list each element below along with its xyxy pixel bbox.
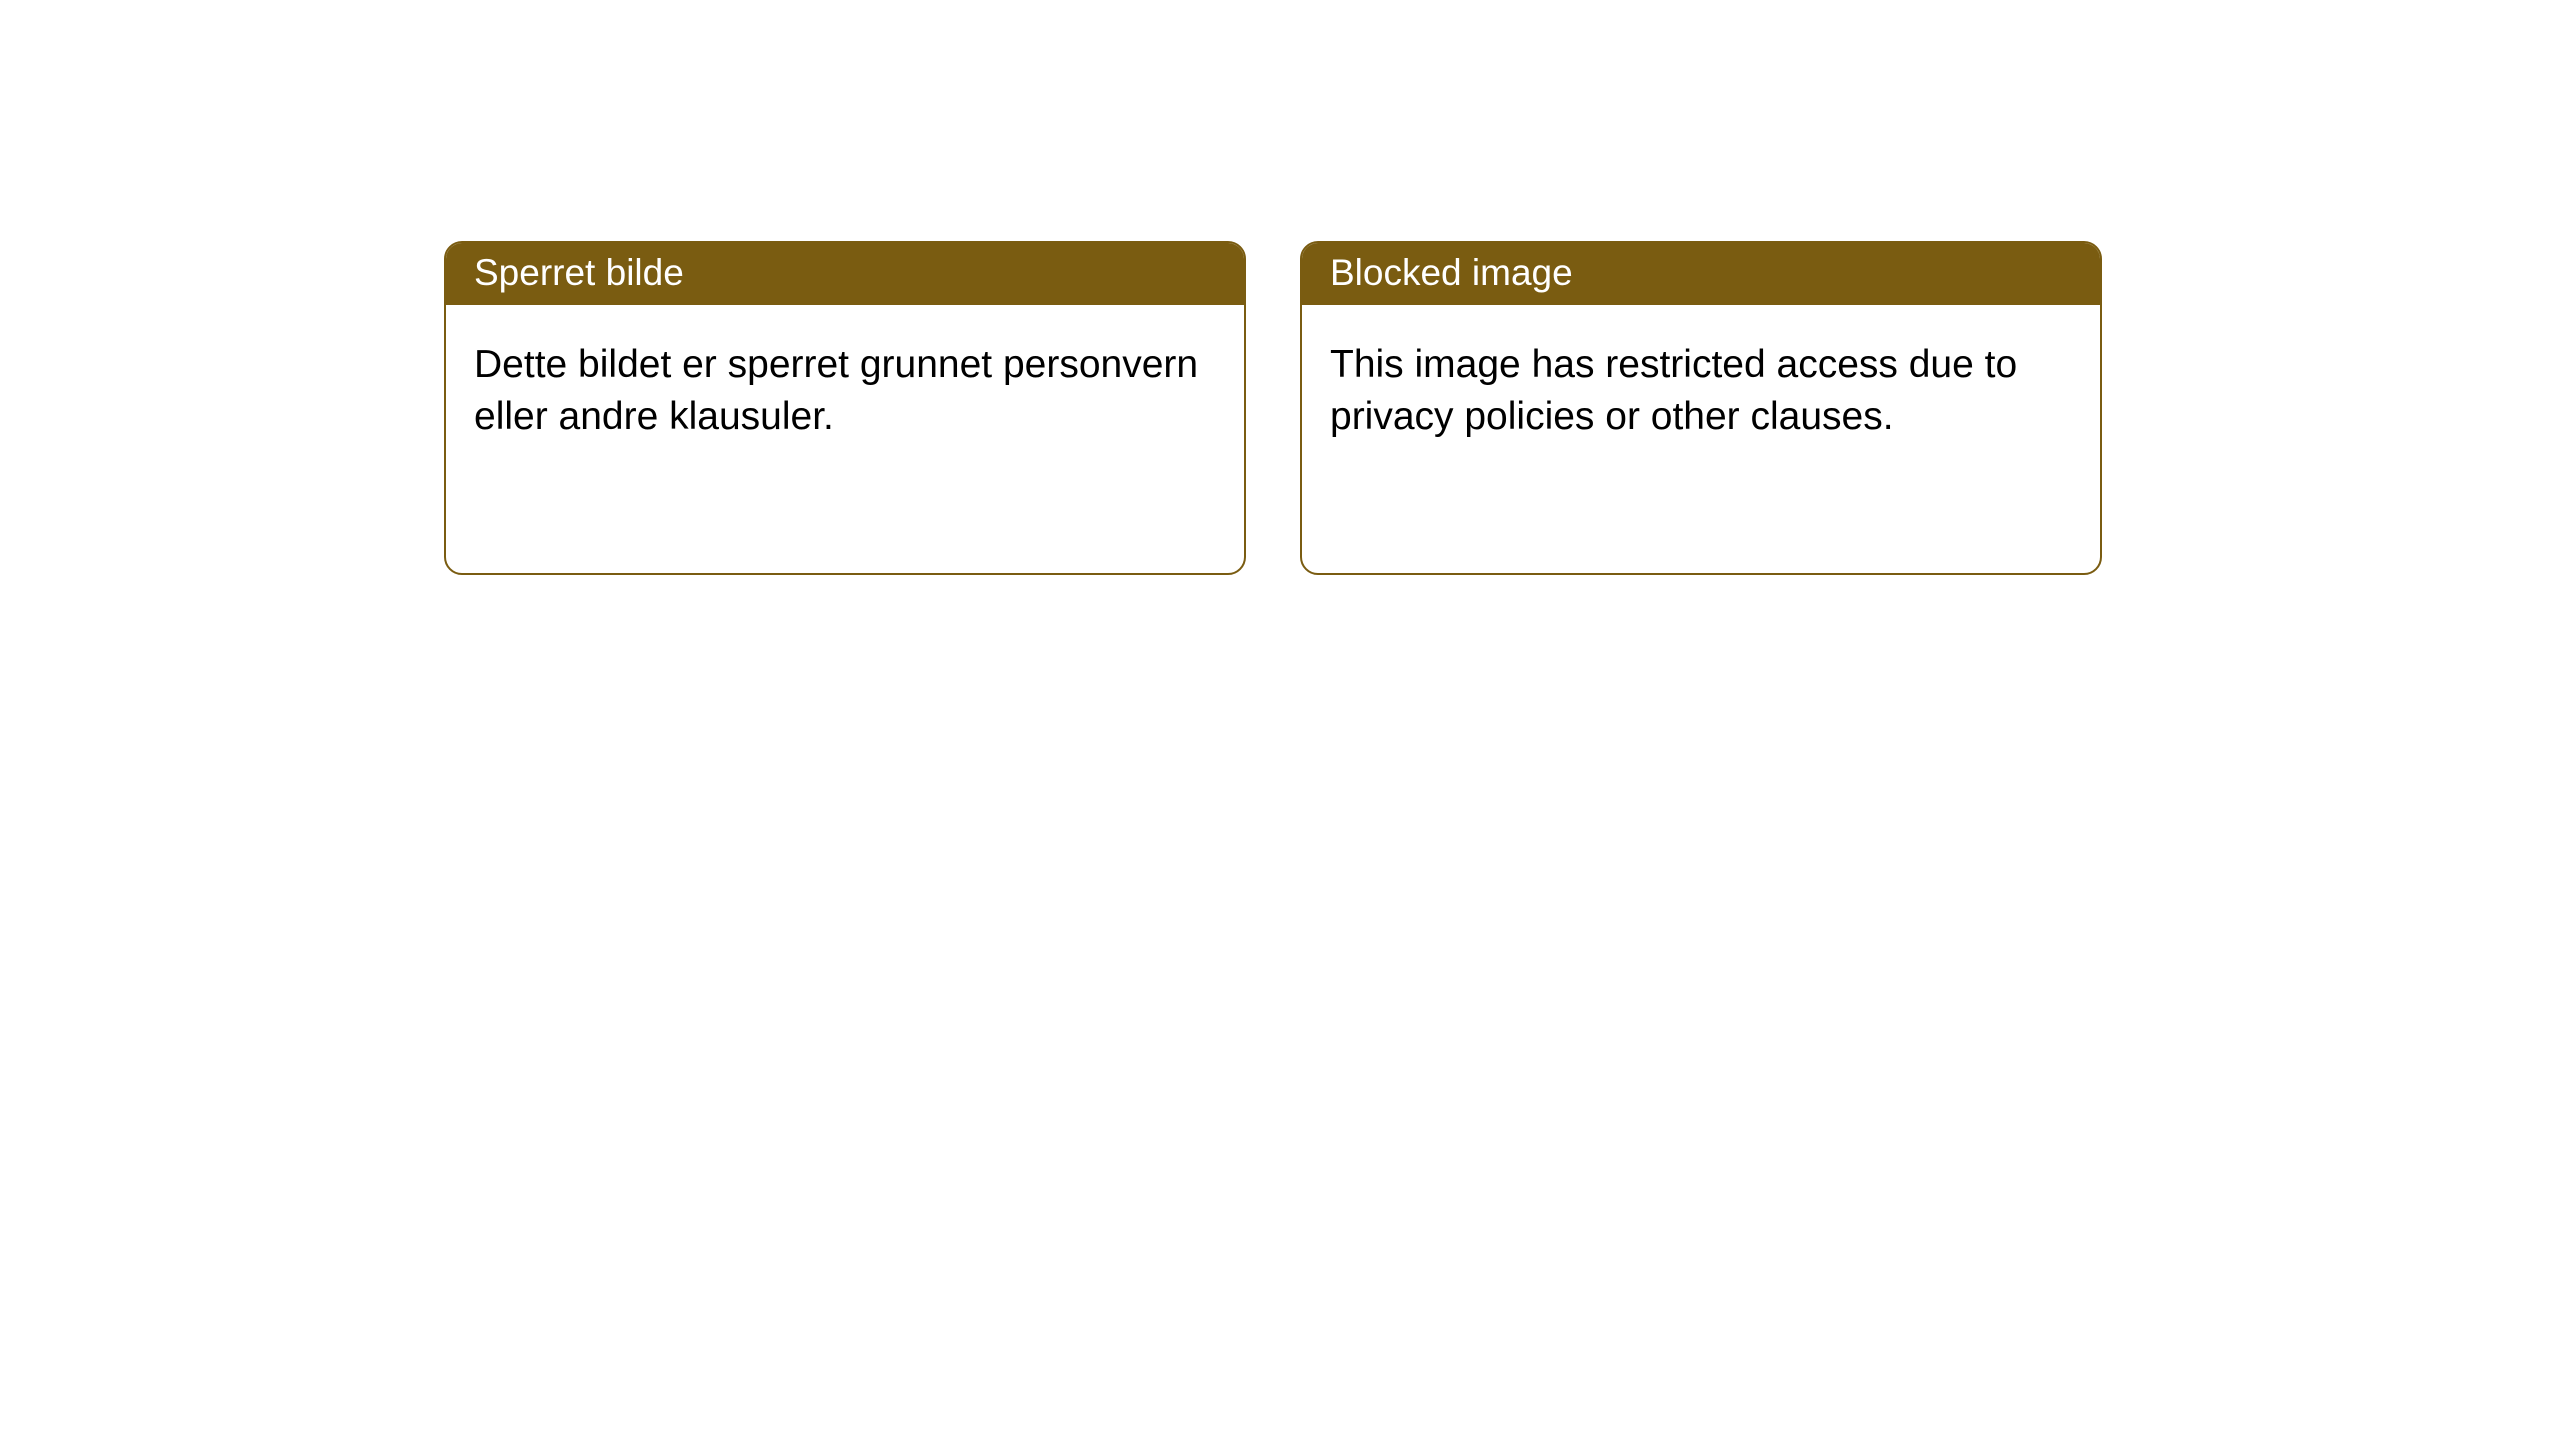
notice-card-english: Blocked image This image has restricted … (1300, 241, 2102, 575)
notice-header: Blocked image (1302, 243, 2100, 305)
notice-body-text: This image has restricted access due to … (1330, 343, 2017, 437)
notice-card-norwegian: Sperret bilde Dette bildet er sperret gr… (444, 241, 1246, 575)
notice-title: Blocked image (1330, 252, 1573, 293)
notice-body: This image has restricted access due to … (1302, 305, 2100, 476)
notice-container: Sperret bilde Dette bildet er sperret gr… (0, 0, 2560, 575)
notice-title: Sperret bilde (474, 252, 684, 293)
notice-body: Dette bildet er sperret grunnet personve… (446, 305, 1244, 476)
notice-header: Sperret bilde (446, 243, 1244, 305)
notice-body-text: Dette bildet er sperret grunnet personve… (474, 343, 1198, 437)
